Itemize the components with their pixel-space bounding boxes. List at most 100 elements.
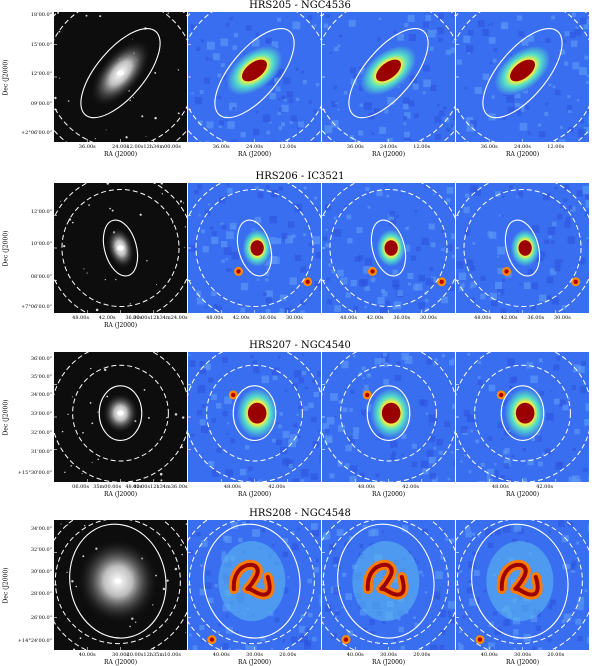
noise-pixel <box>445 244 452 251</box>
noise-pixel <box>416 246 421 251</box>
noise-pixel <box>364 385 369 390</box>
noise-pixel <box>520 190 523 193</box>
noise-pixel <box>555 187 558 190</box>
noise-pixel <box>453 114 455 121</box>
star <box>146 136 147 137</box>
noise-pixel <box>230 438 235 443</box>
noise-pixel <box>459 273 466 280</box>
noise-pixel <box>266 38 272 44</box>
noise-pixel <box>305 628 309 632</box>
star <box>95 138 96 139</box>
noise-pixel <box>304 187 307 190</box>
noise-pixel <box>214 584 217 587</box>
noise-pixel <box>312 380 315 383</box>
noise-pixel <box>548 638 552 642</box>
noise-pixel <box>564 184 570 190</box>
x-axis-label: RA (J2000) <box>54 151 187 158</box>
noise-pixel <box>423 91 426 94</box>
noise-pixel <box>467 588 473 594</box>
noise-pixel <box>383 353 387 357</box>
noise-pixel <box>349 476 356 482</box>
star <box>166 417 167 418</box>
noise-pixel <box>252 529 260 537</box>
noise-pixel <box>363 414 366 417</box>
noise-pixel <box>282 639 285 642</box>
noise-pixel <box>193 645 198 650</box>
noise-pixel <box>300 614 304 618</box>
noise-pixel <box>272 439 276 443</box>
noise-pixel <box>520 123 528 131</box>
star <box>91 422 93 424</box>
noise-pixel <box>564 62 568 66</box>
star <box>57 12 59 14</box>
noise-pixel <box>316 83 320 87</box>
noise-pixel <box>504 463 509 468</box>
noise-pixel <box>232 107 235 110</box>
noise-pixel <box>208 378 213 383</box>
y-tick-label: 32'00.0" <box>14 430 52 436</box>
noise-pixel <box>314 196 317 199</box>
noise-pixel <box>395 375 401 381</box>
noise-pixel <box>257 192 263 198</box>
star <box>125 136 127 138</box>
noise-pixel <box>266 297 273 304</box>
noise-pixel <box>265 278 268 281</box>
noise-pixel <box>586 403 589 411</box>
noise-pixel <box>233 45 238 50</box>
noise-pixel <box>563 40 567 44</box>
noise-pixel <box>586 81 589 84</box>
noise-pixel <box>357 227 363 233</box>
x-tick-label: 30.00s <box>286 315 303 321</box>
star <box>154 72 156 74</box>
star <box>154 117 156 119</box>
panel-image <box>322 183 455 313</box>
panel-image <box>322 352 455 482</box>
noise-pixel <box>230 223 237 230</box>
noise-pixel <box>311 417 317 423</box>
noise-pixel <box>413 84 419 90</box>
noise-pixel <box>512 455 515 458</box>
noise-pixel <box>207 42 215 50</box>
noise-pixel <box>342 606 344 608</box>
noise-pixel <box>588 110 590 114</box>
noise-pixel <box>226 119 229 122</box>
noise-pixel <box>368 206 371 209</box>
noise-pixel <box>415 210 418 213</box>
x-tick-label: 36.00s <box>347 144 364 150</box>
noise-pixel <box>360 544 364 548</box>
noise-pixel <box>223 643 229 649</box>
noise-pixel <box>463 36 470 43</box>
noise-pixel <box>502 215 504 217</box>
noise-pixel <box>226 231 234 239</box>
far-ir-map-panel <box>456 12 589 142</box>
noise-pixel <box>309 243 312 246</box>
noise-pixel <box>444 421 450 427</box>
noise-pixel <box>205 141 210 143</box>
x-axis-label: RA (J2000) <box>54 491 187 498</box>
star <box>166 579 168 581</box>
star <box>92 462 93 463</box>
x-tick-label: 20.00s12h35m10.00s <box>127 652 181 658</box>
noise-pixel <box>227 188 233 194</box>
noise-pixel <box>231 140 238 142</box>
panel-image <box>322 12 455 142</box>
noise-pixel <box>245 445 249 449</box>
noise-pixel <box>238 538 242 542</box>
star <box>129 626 131 628</box>
noise-pixel <box>334 47 339 52</box>
noise-pixel <box>581 361 586 366</box>
noise-pixel <box>314 567 319 572</box>
noise-pixel <box>204 78 210 84</box>
noise-pixel <box>270 93 276 99</box>
noise-pixel <box>401 454 403 456</box>
noise-pixel <box>278 356 281 359</box>
noise-pixel <box>509 386 512 389</box>
noise-pixel <box>541 635 543 637</box>
noise-pixel <box>368 530 375 537</box>
noise-pixel <box>278 112 281 115</box>
noise-pixel <box>295 255 301 261</box>
x-tick-label: 42.00s <box>402 484 419 490</box>
noise-pixel <box>568 236 575 243</box>
noise-pixel <box>266 309 271 313</box>
